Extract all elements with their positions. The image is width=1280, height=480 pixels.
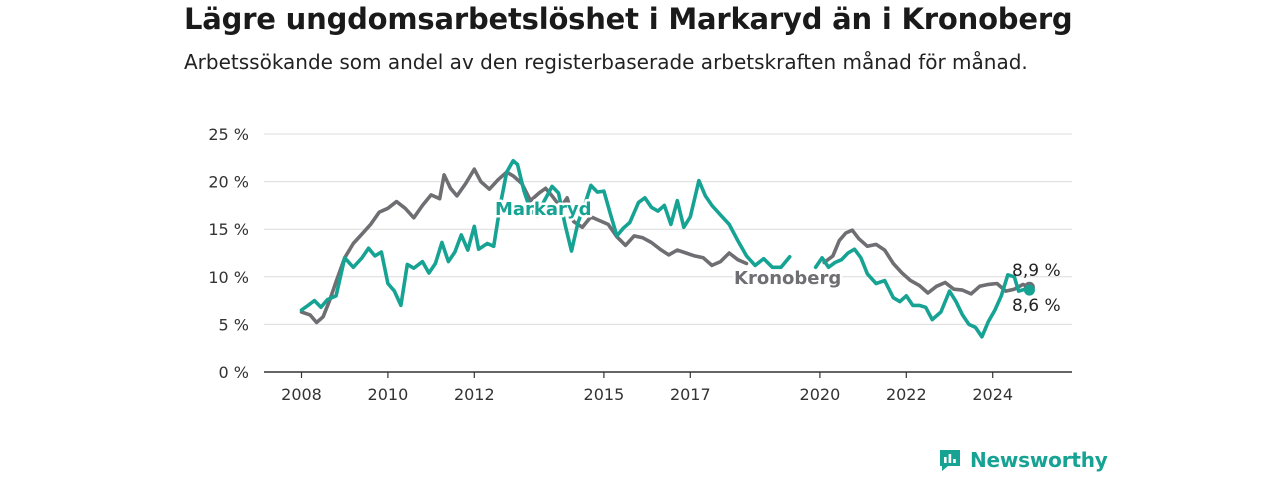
end-label-kronoberg: 8,9 %: [1012, 261, 1061, 281]
y-tick-label: 15 %: [208, 220, 249, 239]
x-tick-label: 2024: [972, 385, 1013, 404]
brand: Newsworthy: [938, 448, 1108, 472]
y-tick-label: 25 %: [208, 125, 249, 144]
end-marker-markaryd: [1023, 284, 1035, 296]
x-tick-label: 2020: [800, 385, 841, 404]
x-tick-label: 2012: [454, 385, 495, 404]
x-tick-label: 2022: [886, 385, 927, 404]
end-label-markaryd: 8,6 %: [1012, 296, 1061, 316]
x-tick-label: 2017: [670, 385, 711, 404]
newsworthy-logo-icon: [940, 450, 960, 471]
x-tick-label: 2010: [368, 385, 409, 404]
chart-title: Lägre ungdomsarbetslöshet i Markaryd än …: [184, 2, 1073, 36]
series-label-kronoberg: Kronoberg: [734, 268, 841, 289]
x-tick-label: 2015: [584, 385, 625, 404]
x-tick-label: 2008: [281, 385, 322, 404]
series-line-markaryd: [299, 158, 1032, 339]
y-tick-label: 20 %: [208, 173, 249, 192]
y-tick-label: 10 %: [208, 268, 249, 287]
y-tick-label: 0 %: [219, 363, 249, 382]
y-tick-label: 5 %: [219, 315, 249, 334]
chart-subtitle: Arbetssökande som andel av den registerb…: [184, 50, 1028, 74]
brand-name: Newsworthy: [970, 448, 1108, 472]
series-label-markaryd: Markaryd: [495, 199, 592, 220]
series-line-kronoberg: [299, 167, 1032, 325]
